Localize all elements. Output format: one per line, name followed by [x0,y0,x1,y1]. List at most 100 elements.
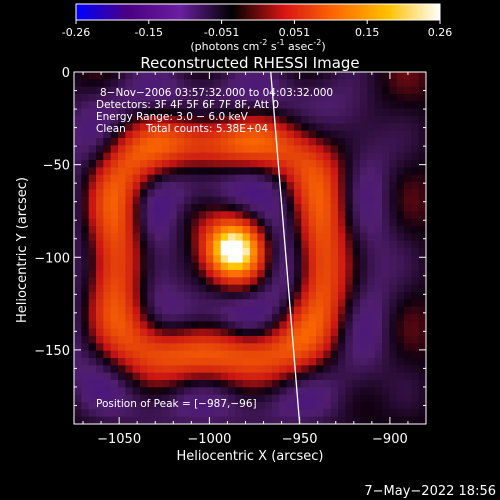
heatmap-cell [279,314,288,322]
heatmap-cell [360,365,368,374]
heatmap-cell [389,218,398,227]
heatmap-cell [154,196,163,205]
heatmap-cell [374,314,383,322]
heatmap-cell [338,365,346,374]
heatmap-cell [330,79,339,88]
heatmap-cell [286,116,295,124]
heatmap-cell [382,152,390,161]
heatmap-cell [96,130,104,139]
heatmap-cell [169,233,178,242]
heatmap-cell [418,152,426,161]
heatmap-cell [382,174,390,183]
heatmap-cell [360,204,368,212]
heatmap-cell [330,387,339,396]
heatmap-cell [264,255,273,264]
heatmap-cell [74,336,82,344]
heatmap-cell [323,306,332,315]
heatmap-cell [184,314,192,322]
heatmap-cell [220,372,229,381]
heatmap-cell [213,394,222,403]
heatmap-cell [250,343,258,352]
heatmap-cell [176,328,185,337]
heatmap-cell [191,343,200,352]
heatmap-cell [367,138,376,146]
heatmap-cell [316,387,324,396]
heatmap-cell [213,86,222,95]
heatmap-cell [367,101,376,110]
heatmap-cell [264,101,273,110]
heatmap-cell [382,167,390,176]
heatmap-cell [316,321,324,330]
heatmap-cell [191,204,200,212]
heatmap-cell [367,380,376,388]
heatmap-cell [418,248,426,256]
heatmap-cell [418,358,426,366]
heatmap-cell [257,358,266,366]
heatmap-cell [140,218,148,227]
heatmap-cell [74,262,82,271]
heatmap-cell [213,94,222,102]
heatmap-cell [169,108,178,117]
heatmap-cell [213,292,222,300]
heatmap-cell [88,255,97,264]
heatmap-cell [96,226,104,234]
heatmap-cell [198,306,207,315]
heatmap-cell [147,160,156,168]
heatmap-cell [418,182,426,190]
heatmap-cell [154,204,163,212]
heatmap-cell [338,101,346,110]
heatmap-cell [404,336,412,344]
heatmap-cell [323,299,332,308]
heatmap-cell [176,402,185,410]
heatmap-cell [294,248,302,256]
heatmap-cell [286,174,295,183]
heatmap-cell [257,145,266,154]
heatmap-cell [382,130,390,139]
heatmap-cell [235,248,244,256]
heatmap-cell [140,72,148,80]
heatmap-cell [162,174,170,183]
heatmap-cell [132,343,141,352]
heatmap-cell [235,226,244,234]
heatmap-cell [125,358,134,366]
heatmap-cell [206,284,214,293]
heatmap-cell [374,270,383,278]
heatmap-cell [154,174,163,183]
heatmap-cell [264,108,273,117]
heatmap-cell [404,101,412,110]
heatmap-cell [389,94,398,102]
heatmap-cell [220,262,229,271]
heatmap-cell [213,145,222,154]
heatmap-cell [272,350,280,359]
heatmap-cell [147,86,156,95]
heatmap-cell [132,167,141,176]
heatmap-cell [220,196,229,205]
heatmap-cell [198,240,207,249]
heatmap-cell [257,409,266,418]
heatmap-cell [103,365,112,374]
heatmap-cell [96,387,104,396]
heatmap-cell [308,86,317,95]
heatmap-cell [184,277,192,286]
heatmap-cell [74,233,82,242]
heatmap-cell [96,343,104,352]
heatmap-cell [301,116,310,124]
heatmap-cell [220,79,229,88]
heatmap-cell [191,372,200,381]
heatmap-cell [206,402,214,410]
heatmap-cell [169,167,178,176]
heatmap-cell [330,284,339,293]
heatmap-cell [184,328,192,337]
heatmap-cell [316,299,324,308]
heatmap-cell [323,94,332,102]
y-tick-label: 0 [62,66,70,81]
heatmap-cell [103,116,112,124]
heatmap-cell [396,123,405,132]
heatmap-cell [367,277,376,286]
heatmap-cell [147,284,156,293]
heatmap-cell [308,94,317,102]
heatmap-cell [220,328,229,337]
heatmap-cell [118,86,126,95]
heatmap-cell [235,292,244,300]
heatmap-cell [411,145,420,154]
